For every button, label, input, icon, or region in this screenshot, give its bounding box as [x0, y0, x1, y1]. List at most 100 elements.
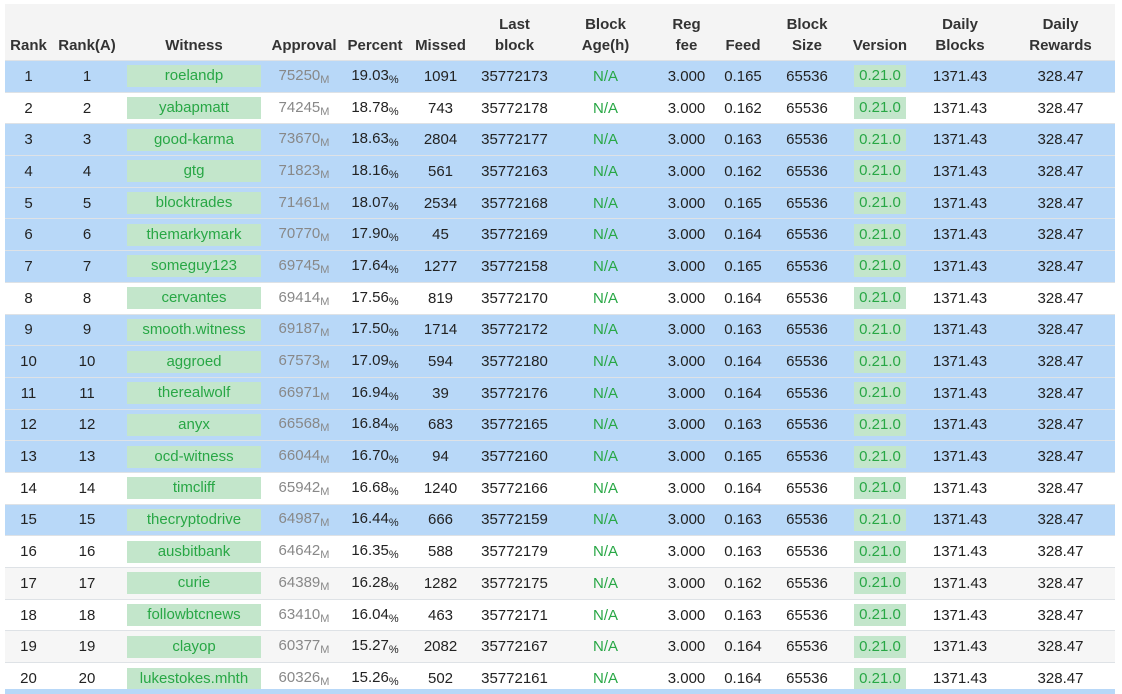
block-age: N/A	[592, 479, 618, 497]
cell: N/A	[556, 281, 655, 314]
cell: 1371.43	[914, 535, 1006, 568]
witness-name[interactable]: lukestokes.mhth	[127, 667, 261, 690]
cell: 65536	[768, 662, 846, 694]
cell: N/A	[556, 218, 655, 251]
cell-text: 3.000	[667, 384, 706, 402]
cell-text: 0.162	[724, 574, 762, 592]
witness-name[interactable]: themarkymark	[127, 223, 261, 246]
cell: 1371.43	[914, 91, 1006, 124]
witness-name[interactable]: clayop	[127, 635, 261, 658]
cell: 819	[408, 281, 473, 314]
version: 0.21.0	[854, 604, 906, 627]
cell: 3	[52, 123, 122, 156]
percent: 16.68	[351, 478, 389, 496]
cell: 18.78%	[342, 91, 408, 124]
version: 0.21.0	[854, 287, 906, 310]
witness-name[interactable]: timcliff	[127, 477, 261, 500]
cell: 3.000	[655, 345, 718, 378]
version: 0.21.0	[854, 223, 906, 246]
cell: 35772163	[473, 155, 556, 188]
cell: 0.21.0	[846, 503, 914, 536]
witness-name[interactable]: therealwolf	[127, 382, 261, 405]
cell-text: 1371.43	[932, 574, 988, 592]
percent: 17.09	[351, 352, 389, 370]
cell: 71461M	[266, 186, 342, 219]
block-age: N/A	[592, 353, 618, 371]
cell: 3.000	[655, 535, 718, 568]
witness-name[interactable]: cervantes	[127, 287, 261, 310]
cell-text: 1371.43	[932, 289, 988, 307]
approval-unit: M	[320, 73, 330, 86]
cell-text: 1371.43	[932, 606, 988, 624]
witness-name[interactable]: aggroed	[127, 350, 261, 373]
cell: 35772170	[473, 281, 556, 314]
witness-name[interactable]: roelandp	[127, 65, 261, 88]
cell-text: 18	[78, 606, 96, 624]
block-age: N/A	[592, 638, 618, 656]
cell-text: 65536	[786, 384, 828, 402]
block-age: N/A	[592, 606, 618, 624]
witness-name[interactable]: ocd-witness	[127, 445, 261, 468]
witness-name[interactable]: smooth.witness	[127, 318, 261, 341]
witness-name[interactable]: thecryptodrive	[127, 508, 261, 531]
cell: 328.47	[1006, 440, 1115, 473]
approval: 65942	[278, 478, 321, 496]
percent: 18.63	[351, 130, 389, 148]
column-header: Daily Blocks	[914, 4, 1006, 61]
cell: 65536	[768, 376, 846, 410]
witness-table: Rank Rank(A) Witness Approval Percent Missed L…	[5, 4, 1115, 694]
cell-text: 16	[78, 543, 96, 561]
cell: 561	[408, 155, 473, 188]
cell: 18.63%	[342, 123, 408, 156]
cell: 17.90%	[342, 218, 408, 251]
percent: 15.26	[351, 669, 389, 687]
cell-text: 65536	[786, 162, 828, 180]
cell: 328.47	[1006, 503, 1115, 536]
witness-name[interactable]: yabapmatt	[127, 97, 261, 120]
witness-row: 10 10 aggroed 67573M 17.09% 594 35772180 N/A 3.0…	[5, 345, 1115, 378]
cell-text: 35772180	[481, 353, 548, 371]
table-body: 1 1 roelandp 75250M 19.03% 1091 35772173 N/A 3.0…	[5, 60, 1115, 694]
witness-name[interactable]: curie	[127, 572, 261, 595]
cell: 3.000	[655, 376, 718, 410]
cell: 75250M	[266, 60, 342, 93]
cell: 13	[52, 440, 122, 473]
cell: N/A	[556, 376, 655, 410]
cell-text: 19	[20, 638, 37, 656]
cell-text: 35772163	[481, 162, 548, 180]
percent-unit: %	[388, 73, 399, 86]
cell-text: 35772161	[481, 670, 548, 688]
cell-text: 35772177	[481, 131, 548, 149]
witness-name[interactable]: ausbitbank	[127, 540, 261, 563]
witness-name[interactable]: someguy123	[127, 255, 261, 278]
cell: 0.21.0	[846, 598, 914, 631]
percent: 18.78	[351, 98, 389, 116]
percent-unit: %	[388, 644, 399, 657]
witness-name[interactable]: good-karma	[127, 128, 261, 151]
cell: 16.04%	[342, 598, 408, 631]
cell-text: 35772170	[481, 289, 548, 307]
cell: ausbitbank	[122, 535, 266, 568]
cell: 17.50%	[342, 313, 408, 346]
witness-name[interactable]: followbtcnews	[127, 604, 261, 627]
cell: 2	[5, 91, 52, 124]
witness-name[interactable]: anyx	[127, 413, 261, 436]
witness-name[interactable]: gtg	[127, 160, 261, 183]
cell-text: 65536	[786, 543, 828, 561]
cell-text: 3.000	[667, 574, 706, 592]
cell: 17	[5, 567, 52, 600]
approval-unit: M	[320, 263, 330, 276]
witness-name[interactable]: blocktrades	[127, 192, 261, 215]
cell: 0.163	[718, 598, 768, 631]
cell-text: 0.165	[724, 194, 762, 212]
percent-unit: %	[388, 359, 399, 372]
percent: 16.44	[351, 510, 389, 528]
cell: 66568M	[266, 408, 342, 441]
cell-text: 65536	[786, 289, 828, 307]
cell: 16.35%	[342, 535, 408, 568]
cell-text: 7	[24, 257, 33, 275]
percent: 16.35	[351, 542, 389, 560]
cell-text: 328.47	[1037, 257, 1084, 275]
cell-text: 0.165	[724, 448, 762, 466]
approval: 66568	[278, 415, 321, 433]
